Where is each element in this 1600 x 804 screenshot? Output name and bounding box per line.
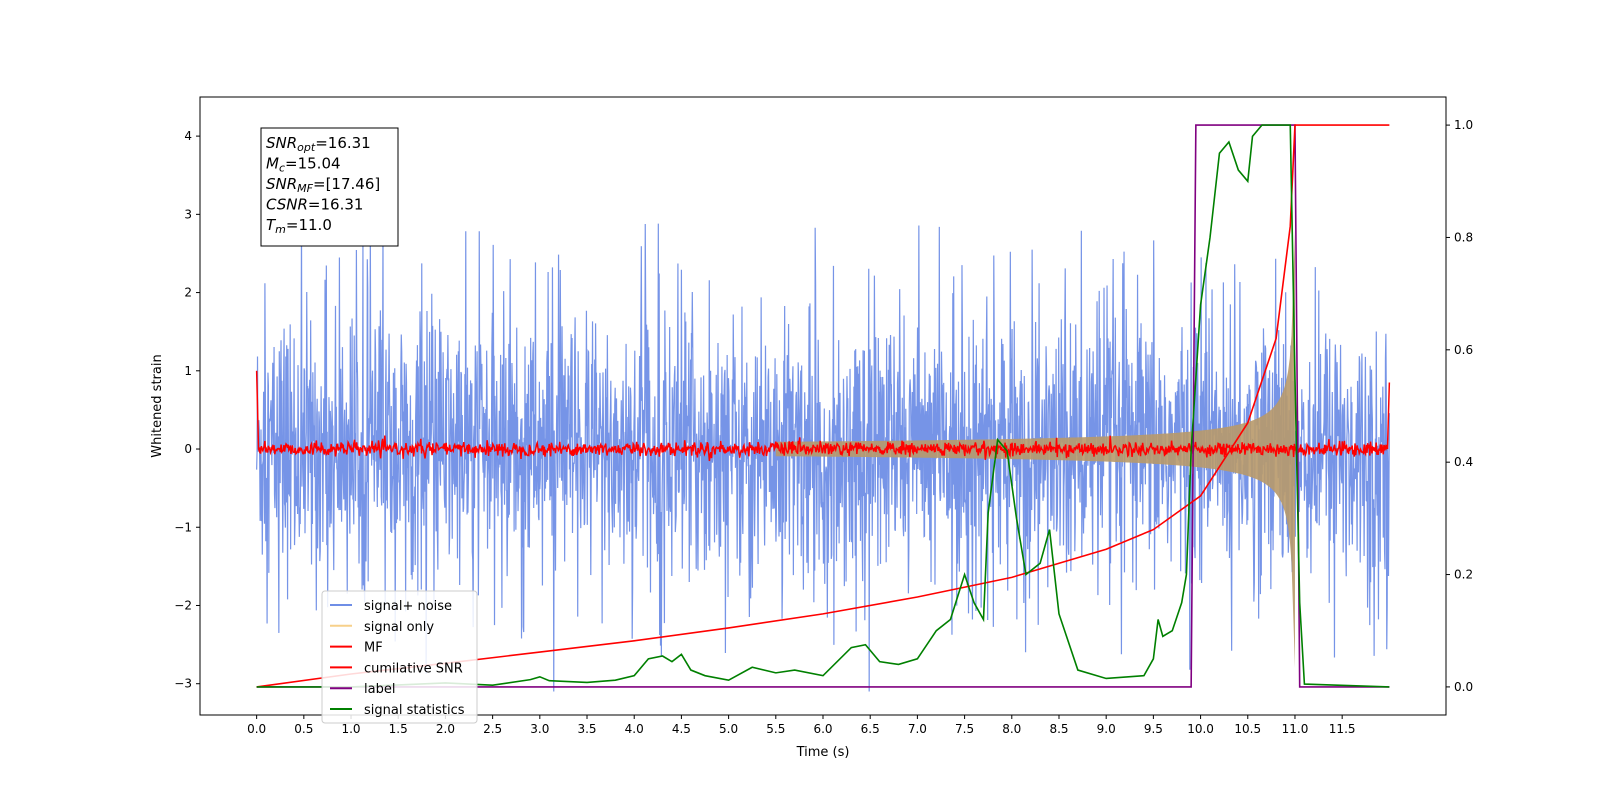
annotation-line: Tm=11.0 <box>266 216 332 236</box>
x-tick-label: 3.0 <box>530 722 549 736</box>
signal-statistics-line <box>256 124 1390 688</box>
legend-label: signal statistics <box>364 703 465 718</box>
x-tick-label: 1.0 <box>341 722 360 736</box>
x-tick-label: 4.5 <box>672 722 691 736</box>
x-tick-label: 5.0 <box>719 722 738 736</box>
x-tick-label: 8.5 <box>1049 722 1068 736</box>
cumulative-snr-line <box>256 124 1390 688</box>
x-tick-label: 9.0 <box>1097 722 1116 736</box>
x-tick-label: 11.0 <box>1282 722 1309 736</box>
legend-label: signal only <box>364 620 434 635</box>
x-tick-label: 4.0 <box>625 722 644 736</box>
x-axis-ticks: 0.0 0.5 1.0 1.5 2.0 2.5 3.0 3.5 4.0 4.5 5.0 5.5 6.0 6… <box>247 715 1356 736</box>
y-left-tick-label: 4 <box>184 129 192 143</box>
x-tick-label: 3.5 <box>577 722 596 736</box>
annotation-line: SNRMF=[17.46] <box>266 175 380 195</box>
legend-label: signal+ noise <box>364 599 452 614</box>
y-right-tick-label: 0.2 <box>1454 568 1473 582</box>
legend-label: cumilative SNR <box>364 661 463 676</box>
x-tick-label: 0.0 <box>247 722 266 736</box>
x-tick-label: 1.5 <box>389 722 408 736</box>
legend-label: label <box>364 682 395 697</box>
annotation-line: CSNR=16.31 <box>266 196 363 214</box>
y-right-tick-label: 1.0 <box>1454 118 1473 132</box>
x-tick-label: 2.0 <box>436 722 455 736</box>
y-left-tick-label: −2 <box>174 598 192 612</box>
x-tick-label: 9.5 <box>1144 722 1163 736</box>
y-right-axis-ticks: 0.0 0.2 0.4 0.6 0.8 1.0 <box>1446 118 1473 694</box>
legend: signal+ noise signal only MF cumilative SNR… <box>321 590 478 724</box>
y-axis-label: Whitened strain <box>150 354 165 457</box>
label-line <box>256 124 1390 688</box>
x-tick-label: 5.5 <box>766 722 785 736</box>
x-tick-label: 7.5 <box>955 722 974 736</box>
y-left-tick-label: −3 <box>174 677 192 691</box>
x-tick-label: 11.5 <box>1329 722 1356 736</box>
annotation-box: SNRopt=16.31Mc=15.04SNRMF=[17.46]CSNR=16… <box>260 127 399 247</box>
y-left-tick-label: 3 <box>184 207 192 221</box>
y-right-tick-label: 0.8 <box>1454 230 1473 244</box>
mf-series <box>255 370 1391 462</box>
x-tick-label: 10.5 <box>1234 722 1261 736</box>
y-right-tick-label: 0.4 <box>1454 455 1473 469</box>
y-right-tick-label: 0.0 <box>1454 680 1473 694</box>
y-right-tick-label: 0.6 <box>1454 343 1473 357</box>
annotation-line: Mc=15.04 <box>266 155 341 175</box>
right-axis-series <box>256 124 1390 688</box>
annotation-line: SNRopt=16.31 <box>266 134 371 154</box>
y-left-tick-label: 1 <box>184 364 192 378</box>
annotation-frame <box>260 127 399 247</box>
legend-label: MF <box>364 641 383 656</box>
mf-line <box>255 370 1391 462</box>
x-tick-label: 0.5 <box>294 722 313 736</box>
x-tick-label: 2.5 <box>483 722 502 736</box>
x-tick-label: 6.5 <box>861 722 880 736</box>
y-left-tick-label: −1 <box>174 520 192 534</box>
x-tick-label: 10.0 <box>1187 722 1214 736</box>
x-axis-label: Time (s) <box>796 745 850 760</box>
x-tick-label: 6.0 <box>813 722 832 736</box>
y-left-tick-label: 2 <box>184 286 192 300</box>
legend-frame <box>321 590 478 724</box>
x-tick-label: 7.0 <box>908 722 927 736</box>
y-left-axis-ticks: −3 −2 −1 0 1 2 3 4 <box>174 129 200 691</box>
y-left-tick-label: 0 <box>184 442 192 456</box>
x-tick-label: 8.0 <box>1002 722 1021 736</box>
